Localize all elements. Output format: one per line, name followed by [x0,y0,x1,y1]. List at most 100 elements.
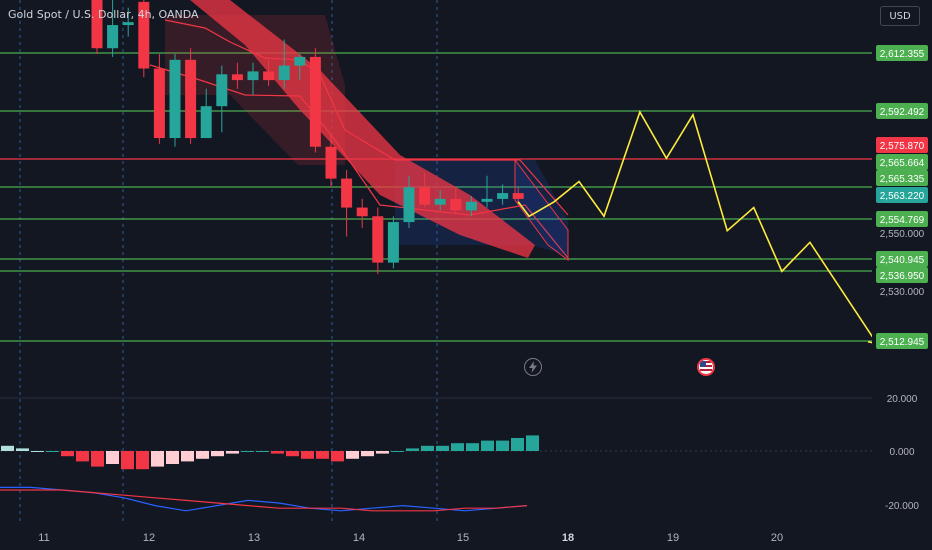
candle [231,62,243,89]
macd-bar [451,443,464,451]
candle [419,172,431,208]
candle-body [341,178,353,208]
macd-axis-tick: -20.000 [885,501,919,512]
price-tag-label: 2,563.220 [880,191,925,202]
macd-bar [466,443,479,451]
price-tag-label: 2,540.945 [880,255,925,266]
price-tag-label: 2,575.870 [880,141,925,152]
macd-bar [406,448,419,451]
candle [278,39,290,89]
macd-bar [526,435,539,451]
time-axis-tick: 15 [457,532,469,544]
price-tag: 2,592.492 [876,103,928,119]
candle-body [231,74,243,81]
macd-bar [361,451,374,457]
candle [247,62,259,95]
price-tag-bg [876,154,928,170]
price-tag-bg [876,333,928,349]
upper-shaded-zone [165,15,345,165]
price-tag: 2,536.950 [876,267,928,283]
macd-bar [271,451,284,454]
candle-body [512,193,524,199]
macd-panel: 20.000 0.000 -20.000 [0,394,919,512]
price-tag-bg [876,45,928,61]
macd-bar [421,445,434,451]
price-tag-bg [876,211,928,227]
price-tag: 2,554.769 [876,211,928,227]
macd-bar [301,451,314,459]
macd-axis-tick: 20.000 [887,394,918,405]
macd-bar [316,451,329,459]
macd-bar [76,451,89,462]
macd-bar [211,451,224,457]
candle-body [263,71,275,81]
us-flag-icon[interactable] [697,358,715,376]
time-axis-tick: 18 [562,532,574,544]
macd-bar [106,451,119,464]
candle-body [216,74,228,107]
candle-body [419,187,431,205]
currency-button[interactable]: USD [880,6,920,26]
candle-body [434,198,446,205]
macd-bar [331,451,344,462]
signal-line [0,489,528,512]
macd-bar [241,451,254,452]
candle [91,0,103,55]
macd-bar [166,451,179,464]
candle [263,59,275,86]
macd-bar [31,451,44,452]
time-axis-tick: 20 [771,532,783,544]
candle [387,216,399,269]
macd-bar [151,451,164,467]
macd-bar [496,440,509,451]
candle-body [185,59,197,139]
candle [403,175,415,228]
time-axis-tick: 12 [143,532,155,544]
candle-body [107,25,119,49]
candle-body [309,56,321,147]
time-axis-panel [0,525,932,550]
price-tag: 2,575.870 [876,137,928,153]
price-tag: 2,563.220 [876,187,928,203]
price-tag-bg [876,170,928,186]
candle-body [387,222,399,263]
candle-body [247,71,259,81]
time-axis-tick: 13 [248,532,260,544]
candle [200,88,212,139]
macd-bar [181,451,194,462]
candle [497,184,509,205]
price-tag-label: 2,565.664 [880,158,925,169]
macd-bar [91,451,104,467]
macd-bar [61,451,74,457]
candle [138,0,150,78]
candle [481,175,493,208]
price-tag-bg [876,251,928,267]
price-tag: 2,612.355 [876,45,928,61]
candle-body [91,0,103,49]
macd-bar [481,440,494,451]
macd-bar [136,451,149,470]
chart-title: Gold Spot / U.S. Dollar, 4h, OANDA [8,8,199,21]
candle-body [138,1,150,69]
candle [122,7,134,37]
time-axis-tick: 19 [667,532,679,544]
candle-body [481,198,493,202]
trend-ribbon [190,0,535,258]
candle-body [294,56,306,66]
time-axis: 11 12 13 14 15 18 19 20 [0,525,932,550]
candle [294,54,306,81]
macd-bar [196,451,209,459]
price-axis: 2,612.355 2,592.492 2,575.870 2,565.664 2,56… [872,0,932,550]
macd-axis-tick: 0.000 [889,447,914,458]
candle [465,195,477,217]
candle-body [325,146,337,179]
candle [153,54,165,144]
candle [434,190,446,211]
price-tag-label: 2,565.335 [880,174,925,185]
candle-body [403,187,415,223]
macd-bar [511,438,524,451]
projection-line [517,110,878,345]
lightning-icon[interactable] [524,358,542,376]
price-axis-tick: 2,550.000 [880,229,925,240]
